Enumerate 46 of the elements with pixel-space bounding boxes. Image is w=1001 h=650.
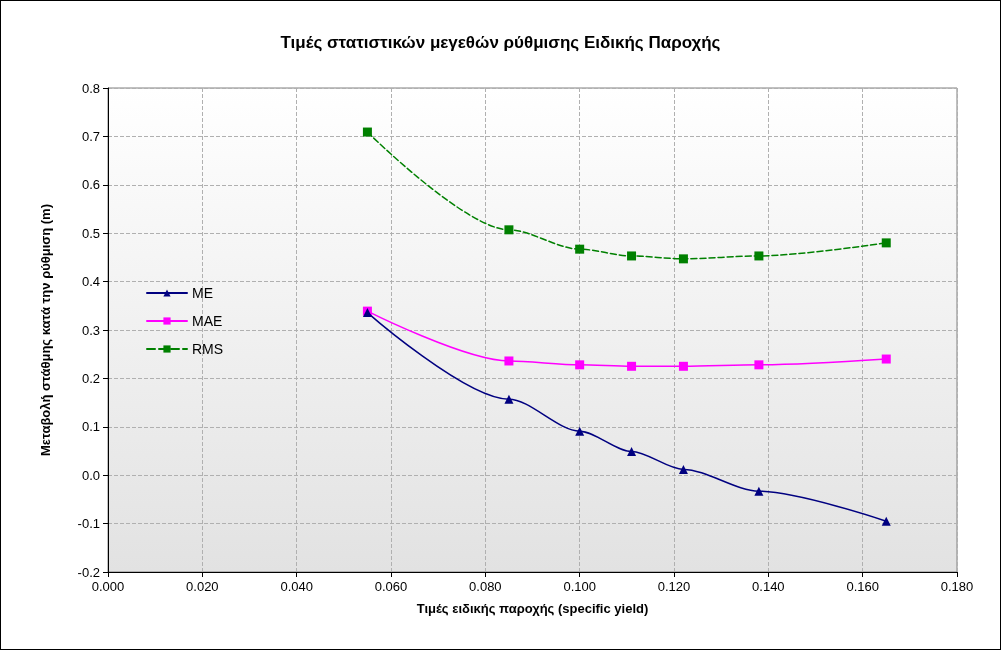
y-tick-label: 0.1 [81,419,100,435]
point [575,426,585,436]
point [754,360,764,370]
y-axis-title: Μεταβολή στάθμης κατά την ρύθμιση (m) [38,203,53,457]
y-tick-label: -0.1 [77,516,100,532]
point [754,486,764,496]
x-tick-label: 0.040 [280,579,313,594]
point [627,251,637,261]
x-tick-label: 0.000 [91,579,125,594]
point [504,394,514,404]
y-tick-label: 0.5 [81,225,100,241]
y-tick-label: 0.4 [81,274,100,290]
x-tick-label: 0.080 [469,579,502,594]
y-tick-label: 0.2 [81,370,100,386]
x-tick-label: 0.020 [186,579,219,594]
y-tick-label: 0.0 [81,467,100,483]
y-tick-label: 0.8 [81,80,100,96]
point [627,446,637,456]
point [881,516,891,526]
x-tick-label: 0.100 [563,579,596,594]
x-tick-label: 0.160 [846,579,879,594]
point [881,238,891,248]
point [504,356,514,366]
x-tick-label: 0.140 [752,579,785,594]
point [362,127,372,137]
point [678,464,688,474]
x-tick-label: 0.120 [657,579,691,594]
y-tick-label: 0.7 [81,128,100,144]
x-tick-label: 0.060 [374,579,408,594]
legend-label: RMS [192,341,224,357]
x-axis-title: Τιμές ειδικής παροχής (specific yield) [416,601,649,616]
point [881,354,891,364]
point [575,244,585,254]
point [575,360,585,370]
y-tick-label: 0.6 [81,177,100,193]
chart-title: Τιμές στατιστικών μεγεθών ρύθμισης Ειδικής Παροχής [280,33,721,52]
legend-label: MAE [192,313,223,329]
y-tick-label: -0.2 [77,564,100,580]
x-tick-label: 0.180 [940,579,974,594]
point [627,361,637,371]
point [504,225,514,235]
legend-label: ME [192,285,213,301]
point [754,251,764,261]
point [678,254,688,264]
point [678,361,688,371]
y-tick-label: 0.3 [81,322,100,338]
